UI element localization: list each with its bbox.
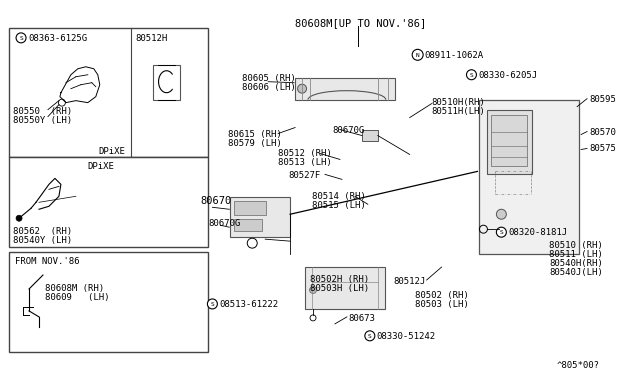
Text: 80670G: 80670G xyxy=(209,219,241,228)
Text: 80575: 80575 xyxy=(589,144,616,154)
Text: 80515 (LH): 80515 (LH) xyxy=(312,201,366,210)
Text: 08320-8181J: 08320-8181J xyxy=(508,228,568,237)
Bar xyxy=(234,201,266,215)
Text: 80550Y (LH): 80550Y (LH) xyxy=(13,116,72,125)
Text: 08330-51242: 08330-51242 xyxy=(377,332,436,341)
Text: S: S xyxy=(368,334,372,339)
Text: S: S xyxy=(470,73,474,77)
Text: 80527F: 80527F xyxy=(288,171,321,180)
Circle shape xyxy=(16,215,22,221)
Text: 80615 (RH): 80615 (RH) xyxy=(228,129,282,138)
Circle shape xyxy=(298,84,307,93)
Bar xyxy=(234,219,262,231)
Bar xyxy=(230,197,290,237)
Text: 08363-6125G: 08363-6125G xyxy=(28,34,87,43)
Circle shape xyxy=(16,33,26,43)
Text: 80673: 80673 xyxy=(348,314,375,323)
Text: 80502H (RH): 80502H (RH) xyxy=(310,275,369,284)
Text: 80608M (RH): 80608M (RH) xyxy=(45,284,104,293)
Text: N: N xyxy=(416,52,420,58)
Text: 80540Y (LH): 80540Y (LH) xyxy=(13,236,72,245)
Text: 80510 (RH): 80510 (RH) xyxy=(549,241,603,250)
Bar xyxy=(492,115,527,166)
Text: 80609   (LH): 80609 (LH) xyxy=(45,293,109,302)
Text: 80512 (RH): 80512 (RH) xyxy=(278,150,332,158)
Circle shape xyxy=(467,70,476,80)
Text: 80512H: 80512H xyxy=(136,34,168,43)
Text: 08513-61222: 08513-61222 xyxy=(220,300,278,309)
Text: ^805*00?: ^805*00? xyxy=(557,361,600,370)
Text: 80510H(RH): 80510H(RH) xyxy=(431,98,485,107)
Bar xyxy=(305,267,385,309)
Text: 80513 (LH): 80513 (LH) xyxy=(278,158,332,167)
Text: 80606 (LH): 80606 (LH) xyxy=(243,83,296,92)
Bar xyxy=(488,110,532,174)
Text: S: S xyxy=(211,302,214,307)
Circle shape xyxy=(497,209,506,219)
Circle shape xyxy=(497,227,506,237)
Text: 08330-6205J: 08330-6205J xyxy=(479,71,538,80)
Text: 80540H(RH): 80540H(RH) xyxy=(549,259,603,268)
Bar xyxy=(9,157,209,247)
Bar xyxy=(295,78,395,100)
Text: 80550  (RH): 80550 (RH) xyxy=(13,107,72,116)
Text: 80514 (RH): 80514 (RH) xyxy=(312,192,366,201)
Text: 80503H (LH): 80503H (LH) xyxy=(310,284,369,293)
Text: 80540J(LH): 80540J(LH) xyxy=(549,268,603,277)
Text: DPiXE: DPiXE xyxy=(87,163,114,171)
Text: 80511H(LH): 80511H(LH) xyxy=(431,107,485,116)
Circle shape xyxy=(310,286,317,294)
Text: 80503 (LH): 80503 (LH) xyxy=(415,300,468,309)
Text: S: S xyxy=(19,36,23,41)
Text: 80562  (RH): 80562 (RH) xyxy=(13,227,72,236)
Bar xyxy=(479,100,579,254)
Text: 80570: 80570 xyxy=(589,128,616,137)
Text: 80605 (RH): 80605 (RH) xyxy=(243,74,296,83)
Bar xyxy=(362,129,378,141)
Circle shape xyxy=(412,49,423,60)
Text: 80511 (LH): 80511 (LH) xyxy=(549,250,603,259)
Circle shape xyxy=(365,331,375,341)
Bar xyxy=(9,252,209,352)
Text: 80670G: 80670G xyxy=(332,126,364,135)
Bar xyxy=(152,65,180,100)
Bar xyxy=(9,28,209,157)
Text: S: S xyxy=(499,230,503,235)
Text: 80608M[UP TO NOV.'86]: 80608M[UP TO NOV.'86] xyxy=(295,18,426,28)
Text: FROM NOV.'86: FROM NOV.'86 xyxy=(15,257,79,266)
Text: 80512J: 80512J xyxy=(394,277,426,286)
Text: 80670: 80670 xyxy=(200,196,232,206)
Text: 80595: 80595 xyxy=(589,94,616,104)
Text: 08911-1062A: 08911-1062A xyxy=(424,51,484,60)
Circle shape xyxy=(207,299,218,309)
Text: 80502 (RH): 80502 (RH) xyxy=(415,291,468,300)
Text: 80579 (LH): 80579 (LH) xyxy=(228,138,282,148)
Text: DPiXE: DPiXE xyxy=(99,147,125,157)
